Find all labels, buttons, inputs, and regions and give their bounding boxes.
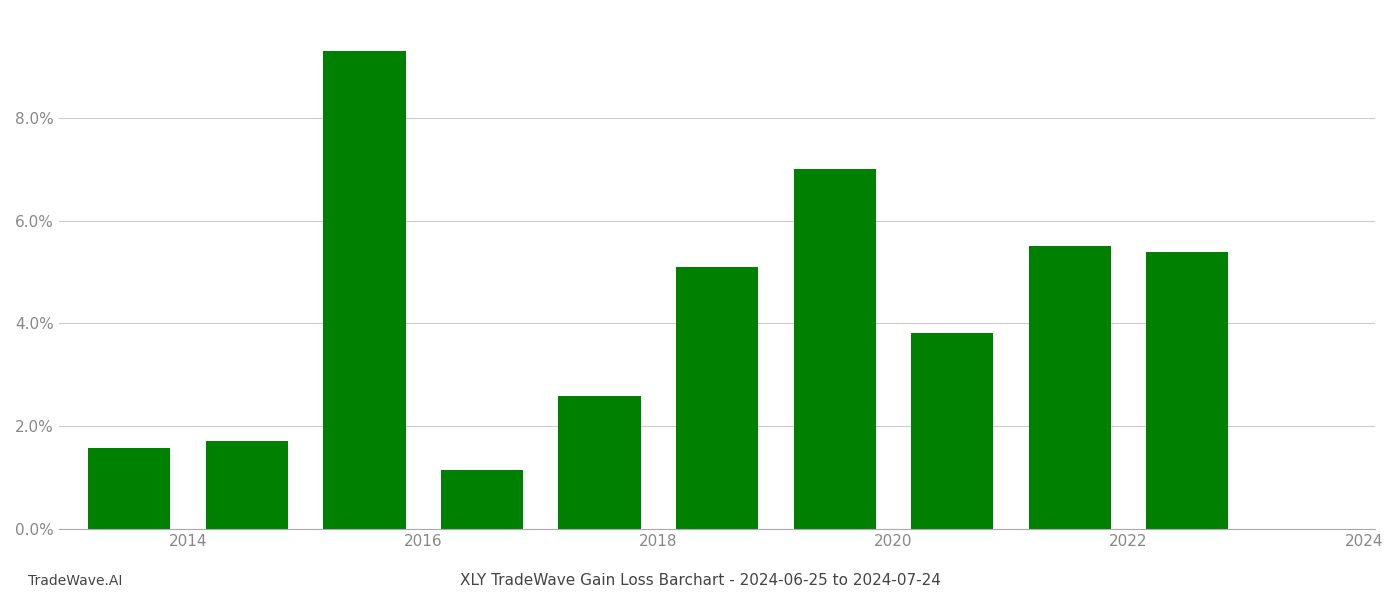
Bar	[323, 51, 406, 529]
Bar	[794, 169, 876, 529]
Bar	[1147, 251, 1228, 529]
Bar	[559, 397, 641, 529]
Bar	[676, 267, 759, 529]
Bar	[206, 441, 288, 529]
Bar	[441, 470, 524, 529]
Text: XLY TradeWave Gain Loss Barchart - 2024-06-25 to 2024-07-24: XLY TradeWave Gain Loss Barchart - 2024-…	[459, 573, 941, 588]
Text: TradeWave.AI: TradeWave.AI	[28, 574, 122, 588]
Bar	[88, 448, 171, 529]
Bar	[1029, 247, 1112, 529]
Bar	[911, 333, 994, 529]
